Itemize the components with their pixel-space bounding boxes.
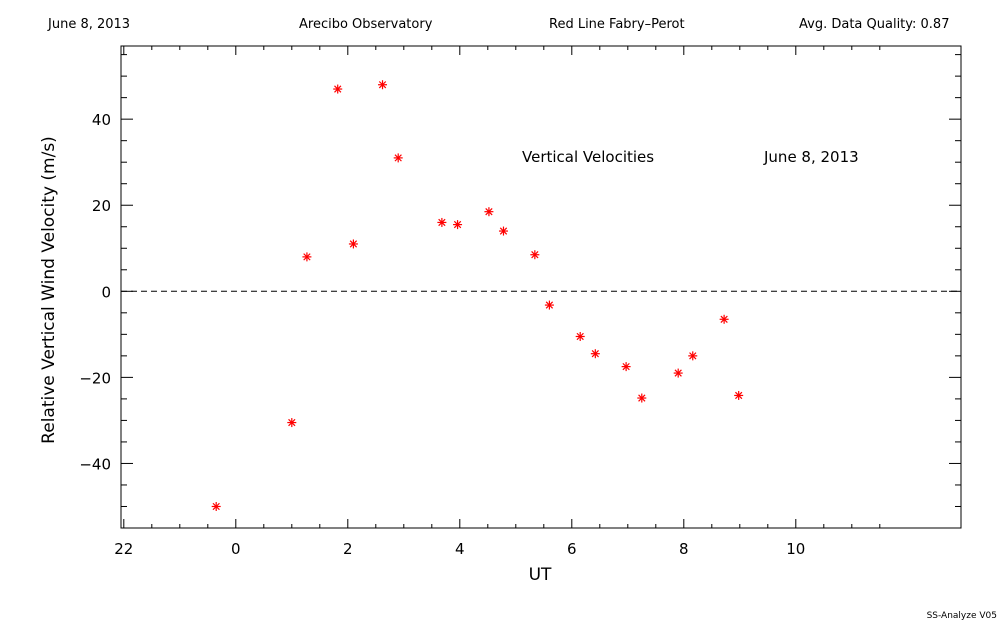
data-point (673, 368, 683, 378)
data-point (484, 207, 494, 217)
header-site: Arecibo Observatory (299, 17, 433, 32)
x-tick-label: 8 (679, 540, 689, 558)
data-point (437, 217, 447, 227)
tick-labels: 22 0 2 4 6 8 10 −40 −20 0 20 40 (79, 111, 805, 558)
data-point (378, 80, 388, 90)
data-point (211, 501, 221, 511)
software-credit: SS-Analyze V05 (926, 611, 997, 621)
data-point (544, 300, 554, 310)
annotation-date: June 8, 2013 (763, 148, 859, 166)
x-axis-label: UT (529, 565, 552, 585)
x-tick-label: 6 (567, 540, 577, 558)
data-point (734, 390, 744, 400)
axis-ticks (121, 46, 961, 528)
y-axis-label: Relative Vertical Wind Velocity (m/s) (39, 136, 59, 444)
data-point (348, 239, 358, 249)
header-instrument: Red Line Fabry–Perot (549, 17, 685, 32)
data-point (688, 351, 698, 361)
x-tick-label: 4 (455, 540, 465, 558)
data-point (719, 314, 729, 324)
data-point (333, 84, 343, 94)
header-quality: Avg. Data Quality: 0.87 (799, 17, 950, 32)
plot-frame (120, 45, 962, 529)
x-tick-label: 10 (786, 540, 805, 558)
data-point (590, 349, 600, 359)
y-tick-label: 40 (92, 111, 111, 129)
x-tick-label: 22 (114, 540, 133, 558)
data-point (621, 362, 631, 372)
data-point (393, 153, 403, 163)
data-point (637, 393, 647, 403)
x-tick-label: 0 (231, 540, 241, 558)
annotation-vertical-velocities: Vertical Velocities (522, 148, 654, 166)
data-point (575, 331, 585, 341)
data-point (453, 220, 463, 230)
x-tick-label: 2 (343, 540, 353, 558)
data-point (530, 250, 540, 260)
header-date: June 8, 2013 (48, 17, 131, 32)
y-tick-label: 0 (101, 283, 111, 301)
y-tick-label: −40 (79, 455, 111, 473)
data-point (498, 226, 508, 236)
y-tick-label: −20 (79, 369, 111, 387)
data-point (302, 252, 312, 262)
data-point (287, 418, 297, 428)
data-markers (211, 80, 744, 511)
y-tick-label: 20 (92, 197, 111, 215)
